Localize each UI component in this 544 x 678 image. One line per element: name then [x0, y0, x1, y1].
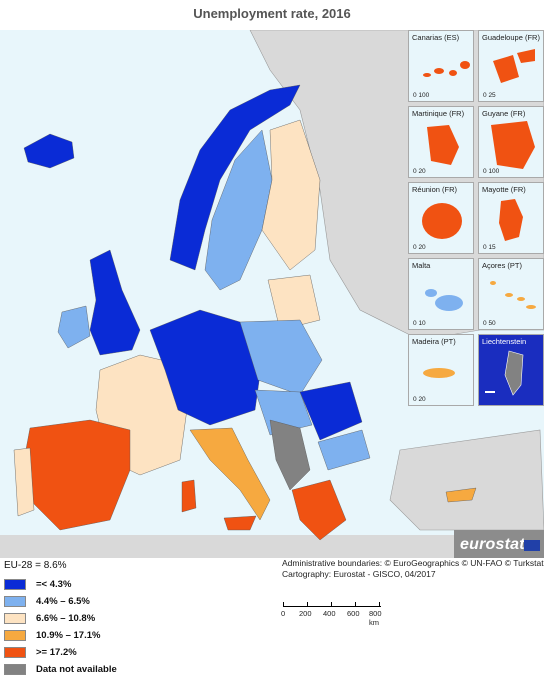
inset-map [479, 335, 543, 405]
region-uk [89, 249, 141, 356]
credits-cartography: Cartography: Eurostat - GISCO, 04/2017 [282, 569, 436, 579]
scale-label: 400 [323, 609, 336, 618]
legend-item: >= 17.2% [4, 644, 264, 661]
region-finland [261, 119, 321, 271]
inset-scale: 0 20 [413, 168, 426, 175]
legend-swatch [4, 596, 26, 607]
region-italy [189, 427, 271, 521]
legend-swatch [4, 664, 26, 675]
eu-average: EU-28 = 8.6% [4, 560, 67, 571]
region-poland [239, 319, 323, 396]
legend-item: 6.6% – 10.8% [4, 610, 264, 627]
legend-label: >= 17.2% [36, 647, 77, 658]
region-portugal [13, 447, 35, 517]
inset-map [479, 31, 543, 101]
region-bulgaria [317, 429, 371, 471]
inset-label: Mayotte (FR) [482, 185, 526, 194]
legend-item: 4.4% – 6.5% [4, 593, 264, 610]
region-central [149, 309, 263, 426]
scale-label: 200 [299, 609, 312, 618]
inset-map [409, 183, 473, 253]
legend-item: 10.9% – 17.1% [4, 627, 264, 644]
inset-martinique: Martinique (FR) 0 20 [408, 106, 474, 178]
eu-flag-icon [524, 540, 540, 551]
inset-liechtenstein: Liechtenstein [478, 334, 544, 406]
scale-label: 0 [281, 609, 286, 618]
region-baltics [267, 274, 321, 331]
legend-label: 10.9% – 17.1% [36, 630, 101, 641]
credits: Administrative boundaries: © EuroGeograp… [282, 558, 544, 580]
inset-scale: 0 15 [483, 244, 496, 251]
scale-bar: 0 200 400 600 800 km [281, 598, 382, 627]
inset-map [479, 183, 543, 253]
inset-label: Malta [412, 261, 431, 270]
inset-label: Liechtenstein [482, 337, 527, 346]
legend-label: =< 4.3% [36, 579, 72, 590]
inset-malta: Malta 0 10 [408, 258, 474, 330]
eurostat-logo: eurostat [460, 536, 525, 553]
inset-map [479, 107, 543, 177]
region-greece [291, 479, 347, 541]
inset-map [409, 335, 473, 405]
legend-label: Data not available [36, 664, 117, 675]
map-title: Unemployment rate, 2016 [193, 6, 351, 21]
inset-scale: 0 10 [413, 320, 426, 327]
inset-madeira: Madeira (PT) 0 20 [408, 334, 474, 406]
inset-mayotte: Mayotte (FR) 0 15 [478, 182, 544, 254]
scale-label: 600 [347, 609, 360, 618]
legend-item: Data not available [4, 661, 264, 678]
inset-scale: 0 20 [413, 244, 426, 251]
legend-label: 6.6% – 10.8% [36, 613, 96, 624]
inset-map [479, 259, 543, 329]
inset-label: Martinique (FR) [412, 109, 465, 118]
inset-scale: 0 100 [413, 92, 430, 99]
legend-item: =< 4.3% [4, 576, 264, 593]
scale-bar-line [283, 598, 381, 607]
inset-scale: 0 100 [483, 168, 500, 175]
legend-swatch [4, 613, 26, 624]
inset-label: Guyane (FR) [482, 109, 526, 118]
inset-label: Réunion (FR) [412, 185, 458, 194]
inset-label: Madeira (PT) [412, 337, 456, 346]
region-romania [299, 381, 363, 441]
legend-swatch [4, 579, 26, 590]
legend-label: 4.4% – 6.5% [36, 596, 90, 607]
legend-swatch [4, 630, 26, 641]
inset-acores: Açores (PT) 0 50 [478, 258, 544, 330]
region-hungary [254, 389, 313, 436]
inset-guadeloupe: Guadeloupe (FR) 0 25 [478, 30, 544, 102]
legend: EU-28 = 8.6% =< 4.3% 4.4% – 6.5% 6.6% – … [4, 560, 264, 678]
inset-canarias: Canarias (ES) 0 100 [408, 30, 474, 102]
region-iceland [23, 133, 75, 169]
inset-scale: 0 25 [483, 92, 496, 99]
inset-scale: 0 20 [413, 396, 426, 403]
inset-panel: Canarias (ES) 0 100 Guadeloupe (FR) 0 25… [408, 30, 544, 406]
region-cyprus [445, 487, 477, 503]
credits-boundaries: Administrative boundaries: © EuroGeograp… [282, 558, 544, 568]
inset-scale: 0 50 [483, 320, 496, 327]
inset-reunion: Réunion (FR) 0 20 [408, 182, 474, 254]
inset-label: Guadeloupe (FR) [482, 33, 540, 42]
legend-swatch [4, 647, 26, 658]
inset-map [409, 31, 473, 101]
region-sardinia [181, 479, 197, 513]
region-sicily [223, 515, 257, 531]
inset-map [409, 107, 473, 177]
region-western-balkans [269, 419, 311, 491]
inset-label: Canarias (ES) [412, 33, 460, 42]
north-africa-land [0, 535, 544, 558]
region-ireland [57, 305, 91, 349]
inset-guyane: Guyane (FR) 0 100 [478, 106, 544, 178]
region-norway [169, 84, 301, 271]
inset-label: Açores (PT) [482, 261, 523, 270]
scale-label: 800 km [369, 609, 382, 627]
inset-map [409, 259, 473, 329]
